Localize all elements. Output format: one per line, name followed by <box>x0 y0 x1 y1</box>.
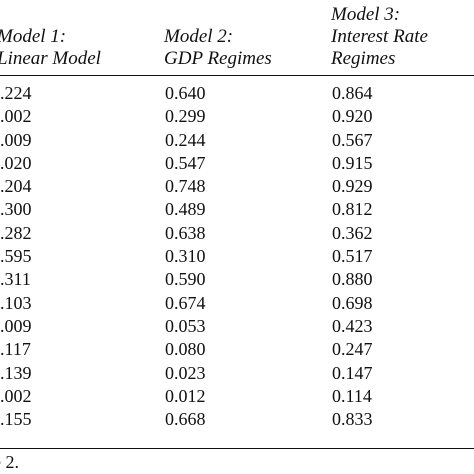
table-cell: 0.423 <box>332 315 373 336</box>
column-header-line: Model 3: <box>331 4 401 25</box>
table-cell: 0.674 <box>165 292 206 313</box>
column-header-line: Interest Rate <box>331 26 428 47</box>
table-cell: 0.155 <box>0 409 32 430</box>
table-row: 0.020 0.547 0.915 <box>0 152 474 175</box>
table-cell: 0.103 <box>0 292 32 313</box>
column-header-model-3: Model 3: Interest Rate Regimes <box>331 4 428 70</box>
table-cell: 0.023 <box>165 362 206 383</box>
table-cell: 0.002 <box>0 385 32 406</box>
table-cell: 0.282 <box>0 222 32 243</box>
table-top-rule <box>0 75 474 77</box>
table-row: 0.139 0.023 0.147 <box>0 362 474 385</box>
table-cell: 0.880 <box>332 269 373 290</box>
table-cell: 0.020 <box>0 152 32 173</box>
column-header-line: Regimes <box>331 48 396 69</box>
table-row: 0.282 0.638 0.362 <box>0 222 474 245</box>
column-header-line: Model 2: <box>164 26 234 47</box>
table-cell: 0.012 <box>165 385 206 406</box>
table-cell: 0.311 <box>0 269 31 290</box>
table-body: 0.224 0.640 0.864 0.002 0.299 0.920 0.009 0.244… <box>0 82 474 431</box>
table-cell: 0.698 <box>332 292 373 313</box>
table-cell: 0.517 <box>332 246 373 267</box>
table-row: 0.300 0.489 0.812 <box>0 198 474 221</box>
table-cell: 0.567 <box>332 129 373 150</box>
table-row: 0.002 0.012 0.114 <box>0 385 474 408</box>
table-cell: 0.748 <box>165 176 206 197</box>
table-cell: 0.244 <box>165 129 206 150</box>
table-cell: 0.595 <box>0 246 32 267</box>
table-cell: 0.009 <box>0 315 32 336</box>
column-header-line: Linear Model <box>0 48 101 69</box>
column-header-line: Model 1: <box>0 26 67 47</box>
table-cell: 0.864 <box>332 83 373 103</box>
table-cell: 0.812 <box>332 199 373 220</box>
column-header-model-1: Model 1: Linear Model <box>0 26 101 70</box>
table-cell: 0.224 <box>0 83 32 103</box>
table-row: 0.117 0.080 0.247 <box>0 338 474 361</box>
table-cell: 0.009 <box>0 129 32 150</box>
table-cell: 0.080 <box>165 339 206 360</box>
table-cell: 0.362 <box>332 222 373 243</box>
column-header-line: GDP Regimes <box>164 48 272 69</box>
table-cell: 0.139 <box>0 362 32 383</box>
table-cell: 0.147 <box>332 362 373 383</box>
table-cell: 0.053 <box>165 315 206 336</box>
table-cell: 0.300 <box>0 199 32 220</box>
table-cell: 0.668 <box>165 409 206 430</box>
table-bottom-rule <box>0 448 474 450</box>
table-row: 0.311 0.590 0.880 <box>0 268 474 291</box>
table-cell: 0.114 <box>332 385 372 406</box>
table-row: 0.103 0.674 0.698 <box>0 292 474 315</box>
table-cell: 0.547 <box>165 152 206 173</box>
table-cell: 0.929 <box>332 176 373 197</box>
table-row: 0.009 0.244 0.567 <box>0 129 474 152</box>
table-row: 0.595 0.310 0.517 <box>0 245 474 268</box>
table-row: 0.204 0.748 0.929 <box>0 175 474 198</box>
table-row: 0.002 0.299 0.920 <box>0 105 474 128</box>
table-cell: 0.299 <box>165 106 206 127</box>
table-cell: 0.489 <box>165 199 206 220</box>
table-caption: le 2. <box>0 452 19 472</box>
table-cell: 0.833 <box>332 409 373 430</box>
table-cell: 0.590 <box>165 269 206 290</box>
table-cell: 0.920 <box>332 106 373 127</box>
table-cell: 0.640 <box>165 83 206 103</box>
table-row: 0.224 0.640 0.864 <box>0 82 474 105</box>
table-cell: 0.638 <box>165 222 206 243</box>
column-header-model-2: Model 2: GDP Regimes <box>164 26 272 70</box>
table-row: 0.009 0.053 0.423 <box>0 315 474 338</box>
table-cell: 0.002 <box>0 106 32 127</box>
table-cell: 0.915 <box>332 152 373 173</box>
table-cell: 0.310 <box>165 246 206 267</box>
table-cell: 0.204 <box>0 176 32 197</box>
table-cell: 0.117 <box>0 339 31 360</box>
table-row: 0.155 0.668 0.833 <box>0 408 474 431</box>
table-cell: 0.247 <box>332 339 373 360</box>
